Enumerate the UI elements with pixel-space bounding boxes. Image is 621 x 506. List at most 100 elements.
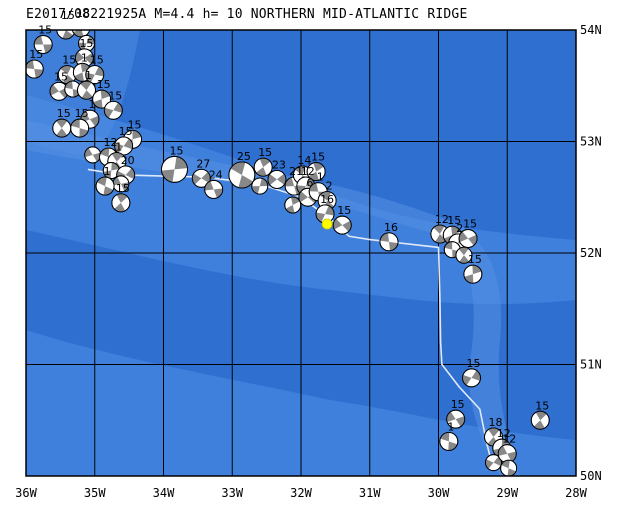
event-label: 15 [75, 107, 89, 120]
beachball-quadrant [204, 181, 214, 191]
beachball-quadrant [93, 99, 103, 109]
beachball-quadrant [380, 232, 389, 242]
focal-mechanism [56, 21, 76, 40]
focal-mechanism [72, 62, 92, 82]
event-label: 15 [108, 89, 122, 102]
beachball-quadrant [462, 374, 472, 386]
focal-mechanism [33, 35, 53, 54]
epicenter [321, 218, 333, 230]
beachball-rim [284, 196, 302, 214]
focal-mechanism [446, 409, 466, 429]
beachball-quadrant [488, 427, 500, 437]
lat-tick-label: 50N [580, 469, 602, 483]
beachball-rim [379, 232, 399, 252]
beachball-quadrant [485, 459, 494, 469]
event-label: 15 [311, 151, 325, 164]
beachball-quadrant [309, 182, 319, 192]
lon-tick-label: 36W [15, 486, 37, 500]
beachball-rim [228, 161, 256, 189]
beachball-quadrant [92, 152, 101, 162]
beachball-quadrant [81, 90, 93, 100]
focal-mechanism [463, 264, 483, 284]
beachball-quadrant [84, 148, 93, 158]
beachball-rim [56, 30, 76, 40]
beachball-quadrant [123, 138, 133, 150]
focal-mechanism [95, 176, 115, 196]
beachball-quadrant [238, 174, 254, 188]
beachball-quadrant [111, 152, 123, 162]
focal-mechanism [228, 161, 256, 189]
lon-tick-label: 28W [565, 486, 587, 500]
event-label: 1 [81, 51, 88, 64]
lat-tick-label: 54N [580, 23, 602, 37]
event-label: 12 [435, 213, 449, 226]
beachball-quadrant [56, 119, 68, 129]
beachball-quadrant [60, 65, 72, 75]
beachball-quadrant [114, 142, 124, 154]
beachball-quadrant [100, 148, 110, 158]
map-title: E2017/08221925A M=4.4 h= 10 NORTHERN MID… [26, 7, 468, 22]
focal-mechanism [439, 431, 459, 451]
focal-mechanisms [26, 21, 550, 476]
event-label: 15 [258, 146, 272, 159]
beachball-quadrant [43, 44, 53, 54]
beachball-rim [71, 30, 91, 38]
event-label: 12 [104, 136, 118, 149]
event-label: 15 [337, 204, 351, 217]
beachball-quadrant [79, 128, 89, 138]
beachball-rim [85, 65, 105, 85]
axis-labels: 36W 35W 34W 33W 32W 31W 30W 29W 28W 54N 53N 52N 51N 5… [15, 23, 602, 500]
beachball-rim [463, 264, 483, 284]
lon-tick-label: 31W [359, 486, 381, 500]
beachball-rim [251, 177, 269, 195]
beachball-quadrant [80, 81, 92, 91]
event-label: 12 [497, 427, 511, 440]
beachball-quadrant [285, 177, 295, 187]
beachball-quadrant [113, 102, 123, 113]
event-label: 15 [128, 118, 142, 131]
beachball-quadrant [459, 231, 469, 243]
event-label: 1 [85, 69, 92, 82]
focal-mechanism [111, 193, 131, 213]
beachball-rim [306, 162, 326, 182]
map-frame [25, 29, 577, 477]
focal-mechanism [161, 155, 188, 183]
focal-mechanism [284, 196, 302, 214]
beachball-rim [500, 459, 518, 476]
event-label: 23 [272, 158, 286, 171]
beachball-quadrant [267, 174, 277, 186]
event-label: 15 [467, 357, 481, 370]
beachball-quadrant [49, 84, 59, 96]
beachball-quadrant [116, 193, 128, 203]
beachball-quadrant [533, 420, 545, 430]
focal-mechanism [77, 80, 96, 100]
event-label: 14 [297, 154, 311, 167]
beachball-quadrant [174, 156, 188, 170]
beachball-rim [191, 168, 211, 188]
lon-tick-label: 33W [221, 486, 243, 500]
beachball-quadrant [84, 53, 94, 65]
beachball-quadrant [75, 51, 85, 63]
beachball-quadrant [295, 165, 306, 175]
beachball-quadrant [455, 416, 465, 427]
event-label: 15 [57, 107, 71, 120]
focal-mechanism [267, 169, 287, 189]
event-label: 27 [196, 157, 210, 170]
beachball-quadrant [59, 21, 70, 30]
beachball-rim [462, 368, 481, 388]
event-label: 15 [119, 125, 133, 138]
beachball-rim [439, 431, 459, 451]
beachball-quadrant [276, 173, 286, 185]
focal-mechanism [85, 65, 105, 85]
beachball-quadrant [435, 234, 447, 244]
focal-mechanism [103, 100, 123, 120]
focal-mechanism [379, 232, 399, 252]
beachball-quadrant [192, 173, 202, 185]
beachball-quadrant [251, 186, 260, 194]
beachball-quadrant [70, 119, 80, 129]
beachball-rim [103, 100, 123, 120]
event-label: 15 [170, 144, 184, 157]
beachball-quadrant [459, 255, 470, 264]
